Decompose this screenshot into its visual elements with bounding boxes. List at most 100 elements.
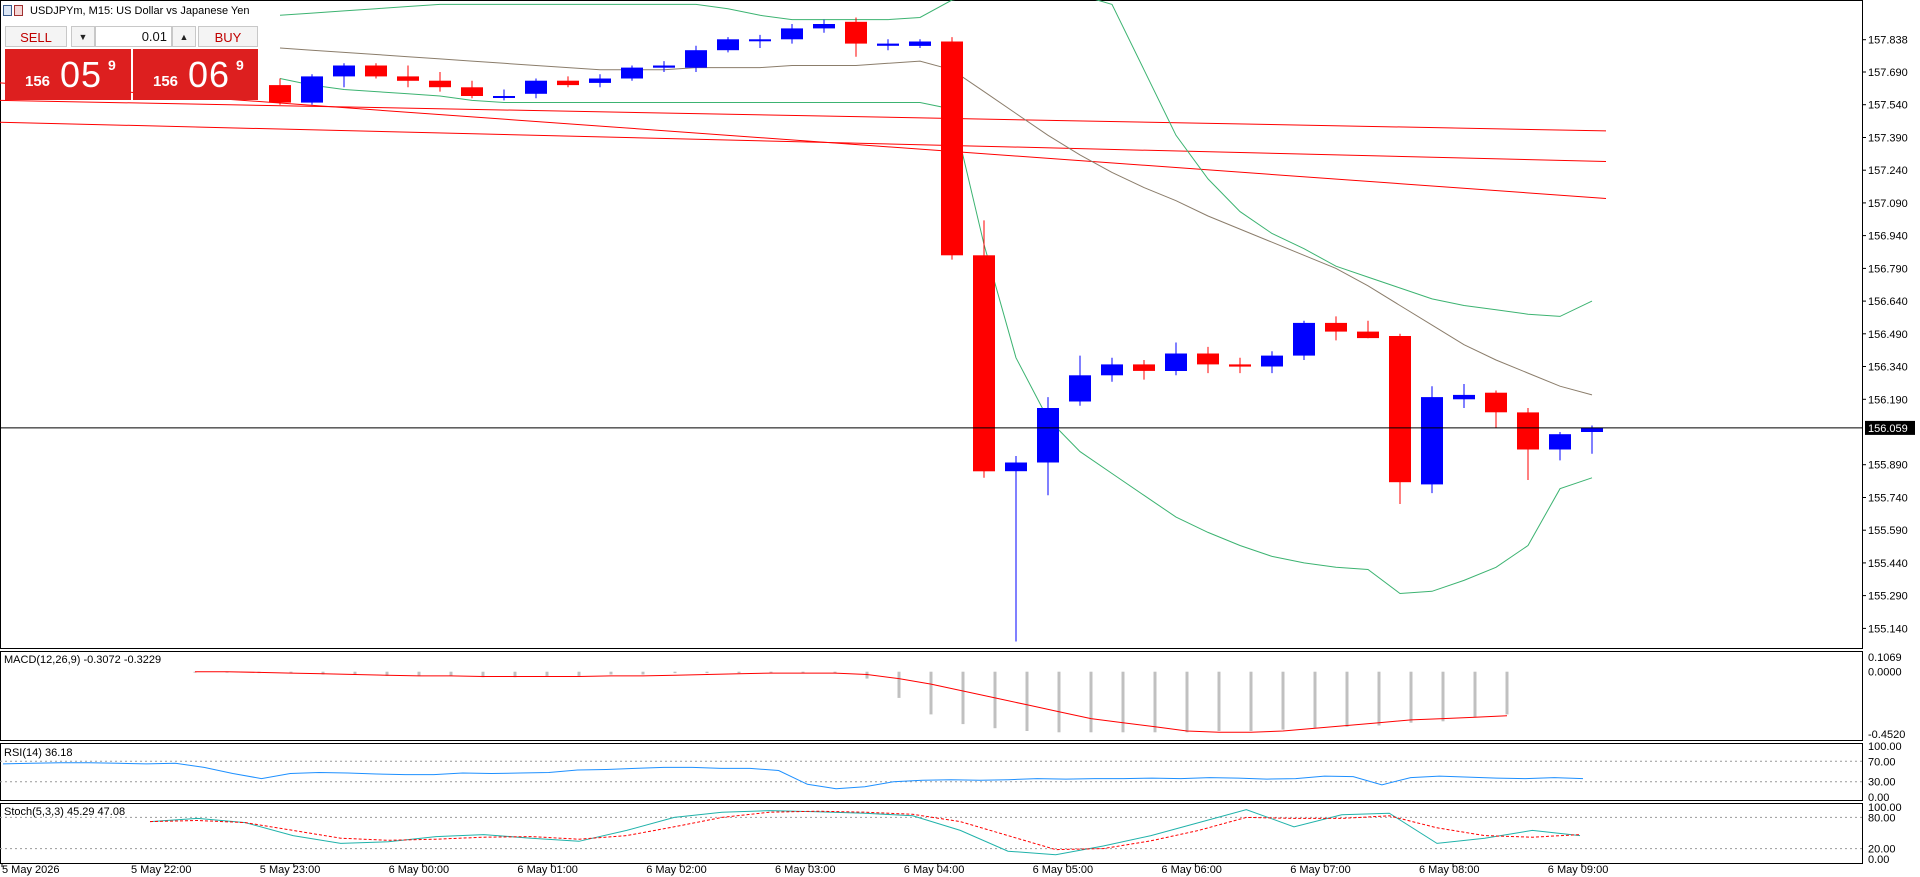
- candle-body: [1517, 412, 1539, 450]
- x-tick-label: 6 May 02:00: [646, 864, 707, 876]
- candle-body: [493, 96, 515, 98]
- candle-body: [1485, 392, 1507, 413]
- lot-increase-button[interactable]: ▲: [172, 26, 196, 47]
- y-tick-label: 156.790: [1868, 263, 1908, 275]
- lot-size-input[interactable]: 0.01: [95, 26, 172, 47]
- candle: [1261, 351, 1283, 374]
- candle-body: [1261, 355, 1283, 367]
- candle: [941, 37, 963, 260]
- ask-price-button[interactable]: 156 06 9: [133, 49, 258, 100]
- moving-average-line: [279, 47, 1593, 396]
- x-tick-label: 6 May 03:00: [775, 864, 836, 876]
- candle-body: [397, 76, 419, 81]
- bollinger-lower-line: [279, 78, 1593, 595]
- candle: [589, 74, 611, 88]
- candle-body: [1389, 336, 1411, 483]
- y-tick-label: 155.290: [1868, 591, 1908, 603]
- candle: [525, 78, 547, 99]
- candle: [749, 34, 771, 48]
- candle: [717, 37, 739, 53]
- candle: [1325, 316, 1347, 341]
- candle-body: [589, 78, 611, 83]
- candle-body: [1037, 408, 1059, 463]
- candle: [973, 220, 995, 478]
- candle-body: [813, 24, 835, 29]
- y-tick-label: 155.140: [1868, 623, 1908, 635]
- macd-y-tick-label: 0.1069: [1868, 652, 1902, 664]
- candle: [429, 72, 451, 92]
- macd-y-tick-label: -0.4520: [1868, 729, 1905, 741]
- candle: [1389, 333, 1411, 504]
- x-tick-label: 6 May 08:00: [1419, 864, 1480, 876]
- x-tick-label: 5 May 23:00: [260, 864, 321, 876]
- buy-button[interactable]: BUY: [198, 26, 258, 47]
- x-tick-label: 6 May 00:00: [389, 864, 450, 876]
- candle: [1229, 357, 1251, 374]
- y-tick-label: 155.740: [1868, 493, 1908, 505]
- candle-body: [1421, 397, 1443, 485]
- candle-body: [877, 43, 899, 46]
- rsi-y-tick-label: 100.00: [1868, 741, 1902, 753]
- envelope-line-2: [0, 121, 1607, 162]
- candle-body: [909, 41, 931, 46]
- rsi-y-tick-label: 0.00: [1868, 792, 1889, 804]
- candle-body: [557, 80, 579, 86]
- candle: [1421, 386, 1443, 494]
- candle: [653, 61, 675, 72]
- candle-body: [653, 65, 675, 68]
- candle: [813, 19, 835, 33]
- macd-label: MACD(12,26,9) -0.3072 -0.3229: [4, 654, 161, 666]
- x-tick-label: 6 May 04:00: [904, 864, 965, 876]
- candle: [909, 39, 931, 48]
- sell-button[interactable]: SELL: [5, 26, 67, 47]
- candle: [1005, 456, 1027, 642]
- candle: [877, 39, 899, 51]
- chevron-up-icon: ▲: [179, 32, 189, 42]
- stoch-main-line: [149, 809, 1581, 856]
- candle-body: [1197, 353, 1219, 365]
- candle: [269, 78, 291, 105]
- rsi-pane-frame: [0, 743, 1863, 801]
- y-tick-label: 156.340: [1868, 362, 1908, 374]
- ask-price-fraction: 9: [236, 57, 244, 73]
- candle-body: [685, 50, 707, 68]
- candle: [1453, 384, 1475, 408]
- candle: [621, 65, 643, 81]
- candle: [1293, 320, 1315, 360]
- bid-price-button[interactable]: 156 05 9: [5, 49, 131, 100]
- stoch-y-tick-label: 80.00: [1868, 812, 1896, 824]
- candle: [557, 76, 579, 88]
- candle-body: [1357, 331, 1379, 339]
- candle-body: [845, 21, 867, 44]
- ask-price-pips: 06: [188, 54, 231, 95]
- x-tick-label: 6 May 05:00: [1033, 864, 1094, 876]
- candle-body: [621, 67, 643, 79]
- y-tick-label: 156.190: [1868, 394, 1908, 406]
- rsi-line: [2, 762, 1584, 790]
- y-tick-label: 157.690: [1868, 67, 1908, 79]
- candle-body: [365, 65, 387, 77]
- x-tick-label: 5 May 2026: [2, 864, 59, 876]
- candle: [1485, 390, 1507, 428]
- candle-body: [1133, 364, 1155, 371]
- main-pane-frame: [0, 0, 1863, 649]
- chart-title: USDJPYm, M15: US Dollar vs Japanese Yen: [30, 5, 250, 17]
- candle-body: [525, 80, 547, 94]
- candle: [845, 17, 867, 57]
- candle: [493, 89, 515, 101]
- lot-decrease-button[interactable]: ▼: [71, 26, 95, 47]
- candle: [1133, 360, 1155, 380]
- candle: [1101, 357, 1123, 382]
- y-tick-label: 157.090: [1868, 198, 1908, 210]
- candle-body: [1581, 427, 1603, 432]
- stoch-label: Stoch(5,3,3) 45.29 47.08: [4, 806, 125, 818]
- stoch-y-tick-label: 20.00: [1868, 844, 1896, 856]
- bid-price-fraction: 9: [108, 57, 116, 73]
- candle-body: [333, 65, 355, 77]
- candle: [1581, 425, 1603, 454]
- candle-body: [429, 80, 451, 88]
- x-tick-label: 6 May 07:00: [1290, 864, 1351, 876]
- candle-body: [1325, 322, 1347, 332]
- macd-signal-line: [195, 671, 1508, 733]
